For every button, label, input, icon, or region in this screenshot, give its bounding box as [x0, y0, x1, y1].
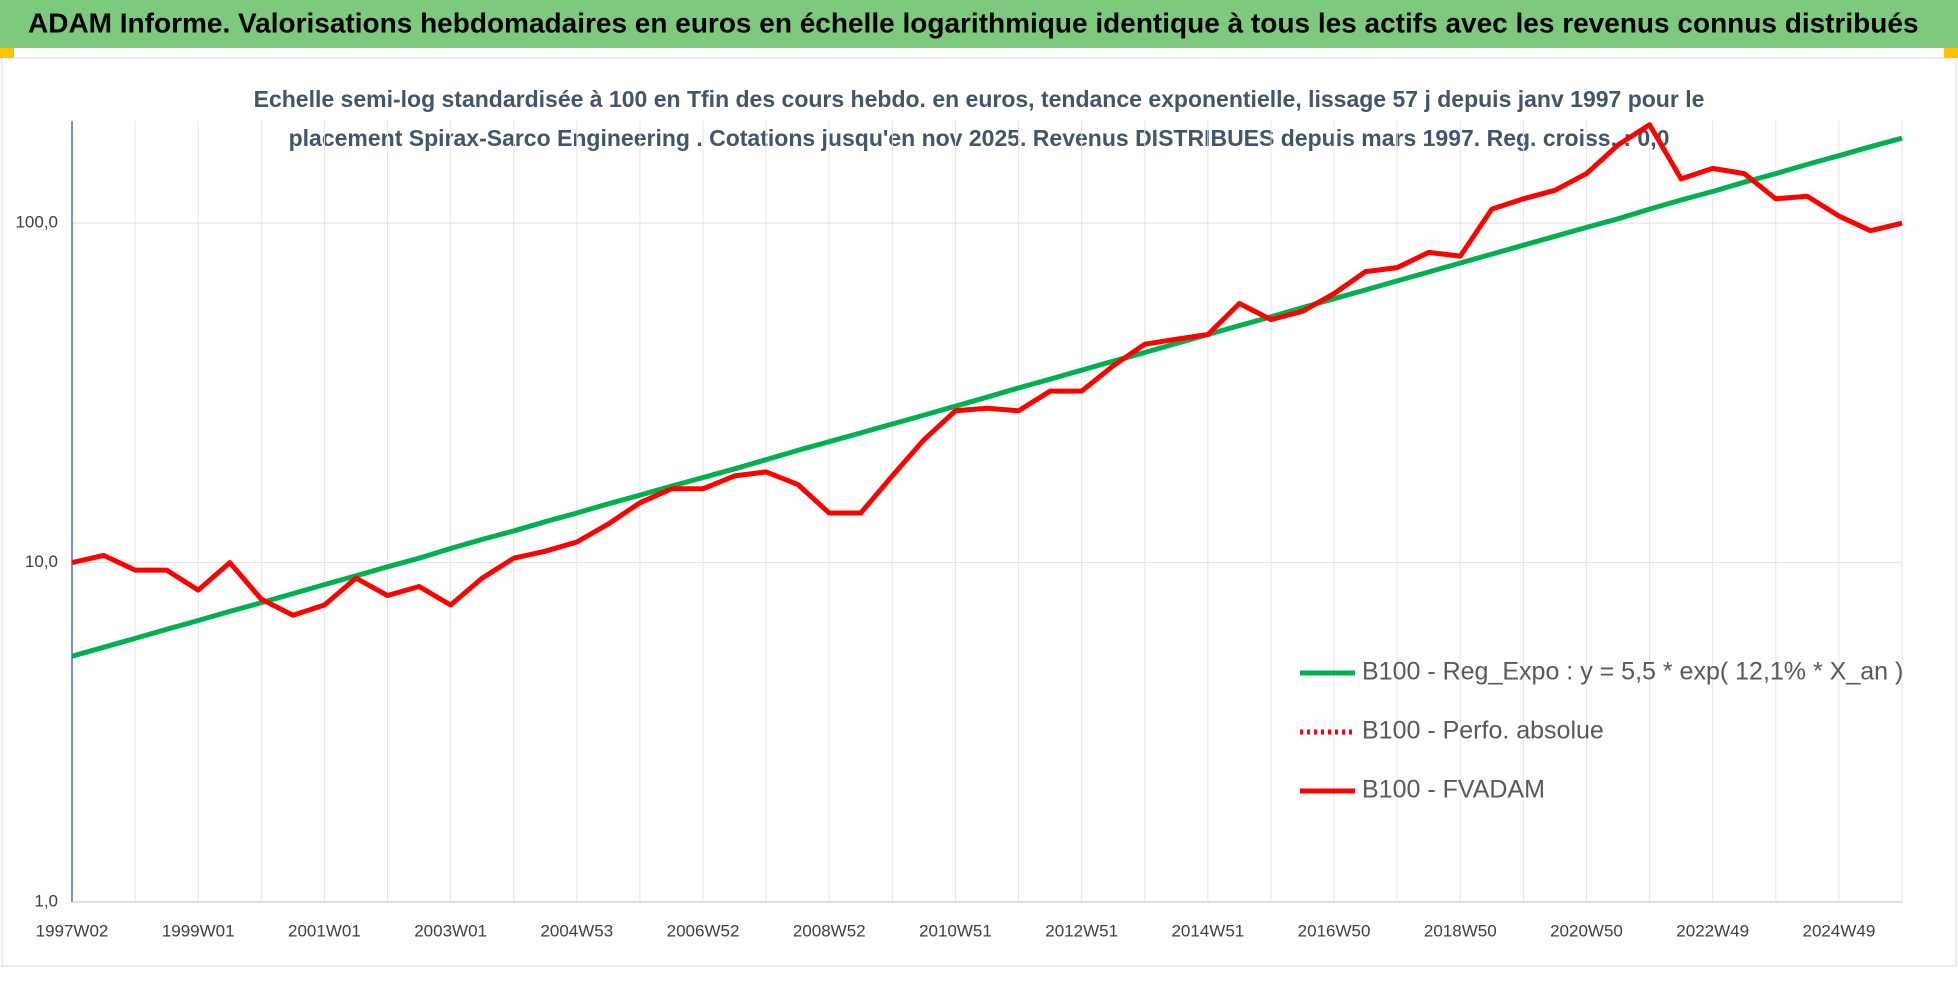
series-line: [71, 122, 1903, 618]
legend-label: B100 - Perfo. absolue: [1362, 717, 1604, 745]
x-tick-label: 2016W50: [1298, 921, 1371, 940]
chart-title: Echelle semi-log standardisée à 100 en T…: [254, 86, 1705, 112]
legend-label: B100 - Reg_Expo : y = 5,5 * exp( 12,1% *…: [1362, 658, 1903, 686]
header-bar: [0, 0, 1958, 48]
x-tick-label: 2010W51: [919, 921, 992, 940]
y-tick-label: 100,0: [15, 213, 58, 232]
chart-title: placement Spirax-Sarco Engineering . Cot…: [289, 125, 1670, 151]
x-tick-label: 2022W49: [1676, 921, 1749, 940]
header-title: ADAM Informe. Valorisations hebdomadaire…: [28, 7, 1919, 38]
legend-label: B100 - FVADAM: [1362, 776, 1545, 804]
y-tick-label: 1,0: [34, 891, 58, 910]
x-tick-label: 2001W01: [288, 921, 361, 940]
y-tick-label: 10,0: [25, 552, 58, 571]
x-tick-label: 2020W50: [1550, 921, 1623, 940]
x-tick-label: 2024W49: [1803, 921, 1876, 940]
x-tick-label: 2012W51: [1045, 921, 1118, 940]
x-tick-label: 2003W01: [414, 921, 487, 940]
x-tick-label: 2018W50: [1424, 921, 1497, 940]
x-tick-label: 2004W53: [540, 921, 613, 940]
corner: [1944, 48, 1958, 58]
series-line: [71, 135, 1903, 659]
x-tick-label: 1997W02: [36, 921, 109, 940]
x-tick-label: 2006W52: [667, 921, 740, 940]
frame: [1, 57, 1957, 967]
x-tick-label: 2014W51: [1171, 921, 1244, 940]
corner: [0, 48, 14, 58]
x-tick-label: 1999W01: [162, 921, 235, 940]
x-tick-label: 2008W52: [793, 921, 866, 940]
